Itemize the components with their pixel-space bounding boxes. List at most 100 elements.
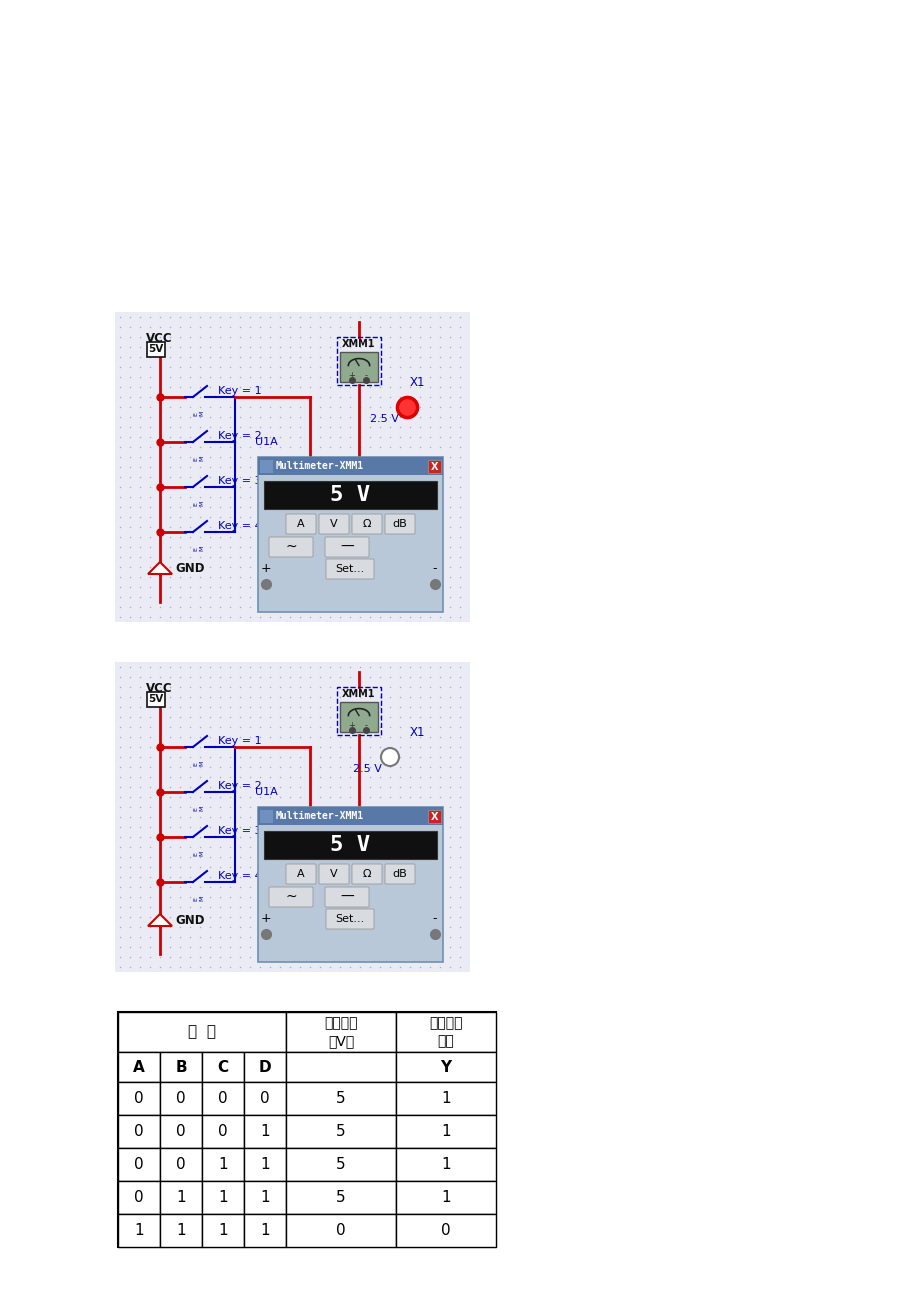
- Point: [382, 587, 397, 608]
- Point: [243, 816, 257, 837]
- Point: [452, 947, 467, 967]
- Point: [132, 667, 147, 687]
- Point: [432, 436, 447, 457]
- Point: [422, 746, 437, 767]
- Point: [142, 387, 157, 408]
- Point: [233, 927, 247, 948]
- Point: [222, 447, 237, 467]
- Point: [212, 506, 227, 527]
- Point: [142, 596, 157, 617]
- Point: [122, 776, 137, 797]
- Point: [413, 827, 427, 848]
- Point: [333, 427, 347, 448]
- Point: [312, 376, 327, 397]
- Text: 5 V: 5 V: [330, 835, 370, 855]
- Point: [243, 447, 257, 467]
- Point: [413, 897, 427, 918]
- FancyBboxPatch shape: [324, 887, 369, 907]
- Point: [262, 917, 277, 937]
- Point: [422, 906, 437, 927]
- Point: [222, 707, 237, 728]
- Point: [342, 897, 357, 918]
- Point: [122, 376, 137, 397]
- Text: A: A: [297, 868, 304, 879]
- Point: [202, 367, 217, 388]
- Point: [323, 447, 337, 467]
- Point: [142, 566, 157, 587]
- Point: [132, 337, 147, 358]
- Point: [413, 547, 427, 568]
- Point: [342, 526, 357, 547]
- Point: [302, 827, 317, 848]
- Point: [392, 466, 407, 487]
- Point: [382, 797, 397, 818]
- Point: [272, 387, 287, 408]
- Point: [452, 897, 467, 918]
- Point: [352, 806, 367, 827]
- Point: [253, 487, 267, 508]
- Point: [382, 346, 397, 367]
- Point: [312, 367, 327, 388]
- Point: [292, 917, 307, 937]
- Point: [432, 677, 447, 698]
- Point: [173, 367, 187, 388]
- Point: [432, 797, 447, 818]
- Point: [132, 846, 147, 867]
- Point: [342, 536, 357, 557]
- Point: [132, 697, 147, 717]
- Point: [413, 496, 427, 517]
- Point: [302, 857, 317, 878]
- Point: [292, 526, 307, 547]
- Point: [262, 947, 277, 967]
- Point: [352, 436, 367, 457]
- Point: [212, 496, 227, 517]
- Point: [212, 857, 227, 878]
- Point: [272, 697, 287, 717]
- Point: [142, 867, 157, 888]
- Point: [202, 316, 217, 337]
- Point: [173, 876, 187, 897]
- Text: -: -: [364, 721, 367, 730]
- Point: [183, 767, 198, 788]
- Point: [292, 746, 307, 767]
- Text: 0: 0: [218, 1091, 228, 1105]
- Point: [202, 806, 217, 827]
- Point: [392, 927, 407, 948]
- Point: [153, 767, 167, 788]
- Point: [243, 387, 257, 408]
- Point: [352, 887, 367, 907]
- Point: [422, 457, 437, 478]
- Point: [253, 306, 267, 327]
- Point: [432, 596, 447, 617]
- Point: [422, 517, 437, 538]
- Text: Y: Y: [440, 1060, 451, 1074]
- Point: [372, 876, 387, 897]
- Point: [302, 867, 317, 888]
- Point: [262, 957, 277, 978]
- Point: [352, 957, 367, 978]
- Point: [253, 466, 267, 487]
- Point: [243, 547, 257, 568]
- Point: [352, 406, 367, 427]
- Point: [282, 327, 297, 348]
- Point: [192, 876, 207, 897]
- Point: [262, 577, 277, 598]
- Point: [392, 727, 407, 747]
- Point: [272, 487, 287, 508]
- Text: 1: 1: [441, 1124, 450, 1139]
- Point: [153, 496, 167, 517]
- Text: VCC: VCC: [146, 332, 173, 345]
- Point: [352, 897, 367, 918]
- Point: [342, 487, 357, 508]
- Point: [392, 306, 407, 327]
- Point: [142, 737, 157, 758]
- Point: [122, 337, 137, 358]
- Point: [272, 427, 287, 448]
- Point: [342, 447, 357, 467]
- Point: [262, 556, 277, 577]
- Point: [212, 526, 227, 547]
- Point: [163, 556, 177, 577]
- Bar: [395, 1012, 495, 1052]
- Point: [163, 857, 177, 878]
- Text: X: X: [430, 811, 437, 822]
